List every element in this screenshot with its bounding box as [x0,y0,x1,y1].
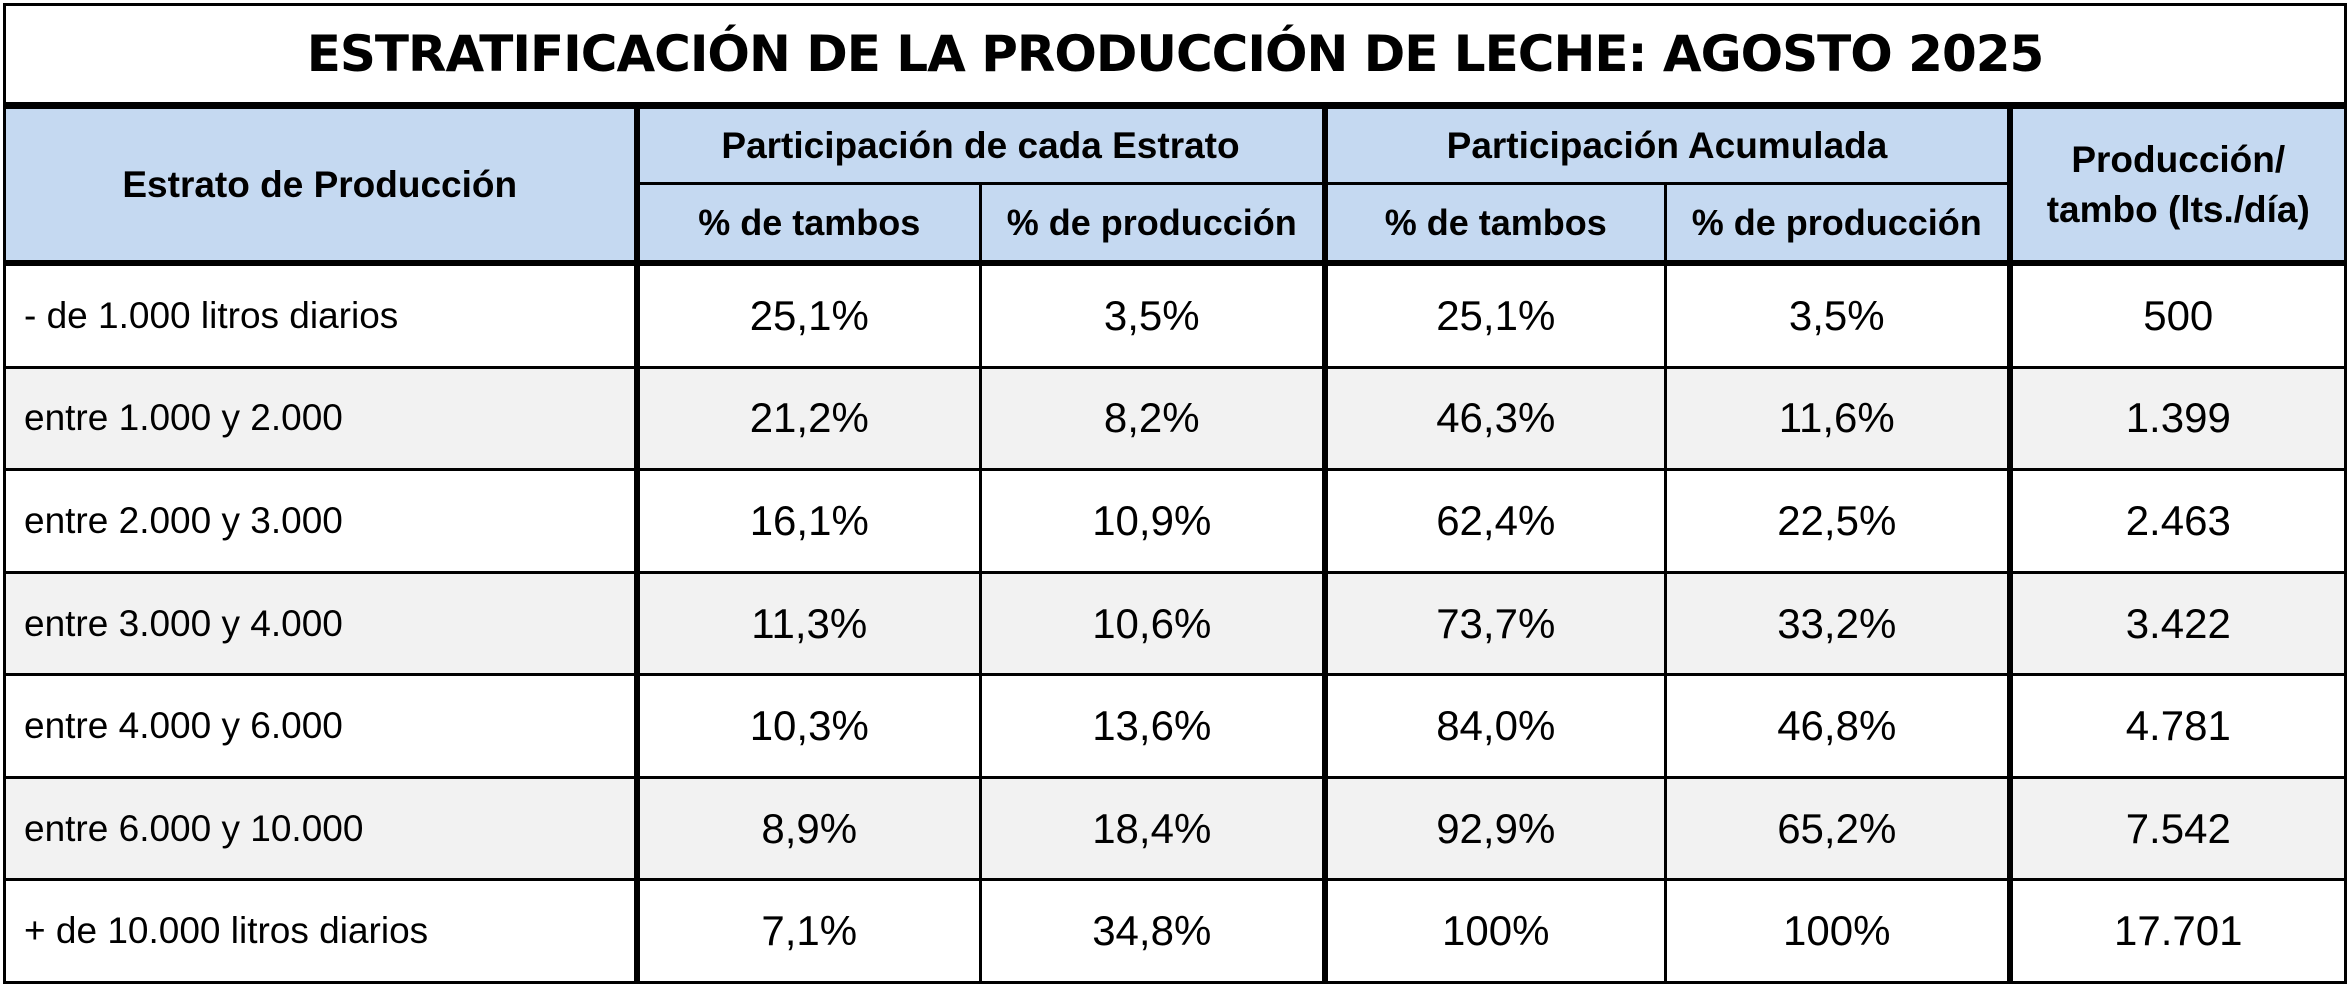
acum-produccion-cell: 65,2% [1664,775,2013,882]
header-group-each: Participación de cada Estrato [635,104,1328,185]
header-cum-produccion: % de producción [1664,182,2013,266]
header-stratum: Estrato de Producción [3,104,640,266]
pct-produccion-cell: 13,6% [979,673,1328,779]
stratum-cell: + de 10.000 litros diarios [3,878,640,984]
pct-tambos-cell: 16,1% [635,468,982,574]
table-row: + de 10.000 litros diarios 7,1% 34,8% 100% 1… [3,878,2347,984]
produccion-tambo-cell: 3.422 [2007,570,2347,677]
pct-produccion-cell: 18,4% [979,775,1328,882]
header-production-line2: tambo (lts./día) [2046,188,2310,230]
pct-tambos-cell: 11,3% [635,570,982,677]
acum-produccion-cell: 100% [1664,878,2013,984]
acum-tambos-cell: 46,3% [1323,365,1667,472]
produccion-tambo-cell: 1.399 [2007,365,2347,472]
milk-production-table: ESTRATIFICACIÓN DE LA PRODUCCIÓN DE LECH… [2,3,2347,984]
table-row: entre 2.000 y 3.000 16,1% 10,9% 62,4% 22,5% 2… [3,468,2347,574]
pct-tambos-cell: 10,3% [635,673,982,779]
acum-tambos-cell: 100% [1323,878,1667,984]
table-row: entre 4.000 y 6.000 10,3% 13,6% 84,0% 46,8% 4… [3,673,2347,779]
table-row: - de 1.000 litros diarios 25,1% 3,5% 25,1% 3… [3,261,2347,369]
acum-tambos-cell: 92,9% [1323,775,1667,882]
stratum-cell: entre 1.000 y 2.000 [3,365,640,472]
acum-produccion-cell: 3,5% [1664,261,2013,369]
table-row: entre 1.000 y 2.000 21,2% 8,2% 46,3% 11,6% 1.… [3,365,2347,472]
produccion-tambo-cell: 7.542 [2007,775,2347,882]
pct-produccion-cell: 8,2% [979,365,1328,472]
table-body: - de 1.000 litros diarios 25,1% 3,5% 25,1% 3… [3,261,2347,984]
header-cum-tambos: % de tambos [1323,182,1667,266]
pct-tambos-cell: 7,1% [635,878,982,984]
header-production-per-farm: Producción/ tambo (lts./día) [2007,104,2347,266]
stratum-cell: entre 4.000 y 6.000 [3,673,640,779]
stratum-cell: entre 3.000 y 4.000 [3,570,640,677]
acum-tambos-cell: 25,1% [1323,261,1667,369]
acum-tambos-cell: 84,0% [1323,673,1667,779]
pct-tambos-cell: 25,1% [635,261,982,369]
produccion-tambo-cell: 17.701 [2007,878,2347,984]
acum-produccion-cell: 11,6% [1664,365,2013,472]
acum-produccion-cell: 22,5% [1664,468,2013,574]
header-each-tambos: % de tambos [635,182,982,266]
pct-produccion-cell: 3,5% [979,261,1328,369]
header-each-produccion: % de producción [979,182,1328,266]
produccion-tambo-cell: 500 [2007,261,2347,369]
pct-tambos-cell: 8,9% [635,775,982,882]
header-production-line1: Producción/ [2071,138,2286,180]
table-row: entre 6.000 y 10.000 8,9% 18,4% 92,9% 65,2% 7… [3,775,2347,882]
produccion-tambo-cell: 4.781 [2007,673,2347,779]
acum-tambos-cell: 62,4% [1323,468,1667,574]
header-group-cumulative: Participación Acumulada [1323,104,2013,185]
acum-produccion-cell: 33,2% [1664,570,2013,677]
stratum-cell: - de 1.000 litros diarios [3,261,640,369]
table-title: ESTRATIFICACIÓN DE LA PRODUCCIÓN DE LECH… [2,3,2347,109]
acum-produccion-cell: 46,8% [1664,673,2013,779]
pct-produccion-cell: 10,6% [979,570,1328,677]
pct-produccion-cell: 10,9% [979,468,1328,574]
table-row: entre 3.000 y 4.000 11,3% 10,6% 73,7% 33,2% 3… [3,570,2347,677]
pct-tambos-cell: 21,2% [635,365,982,472]
stratum-cell: entre 6.000 y 10.000 [3,775,640,882]
pct-produccion-cell: 34,8% [979,878,1328,984]
acum-tambos-cell: 73,7% [1323,570,1667,677]
stratum-cell: entre 2.000 y 3.000 [3,468,640,574]
produccion-tambo-cell: 2.463 [2007,468,2347,574]
